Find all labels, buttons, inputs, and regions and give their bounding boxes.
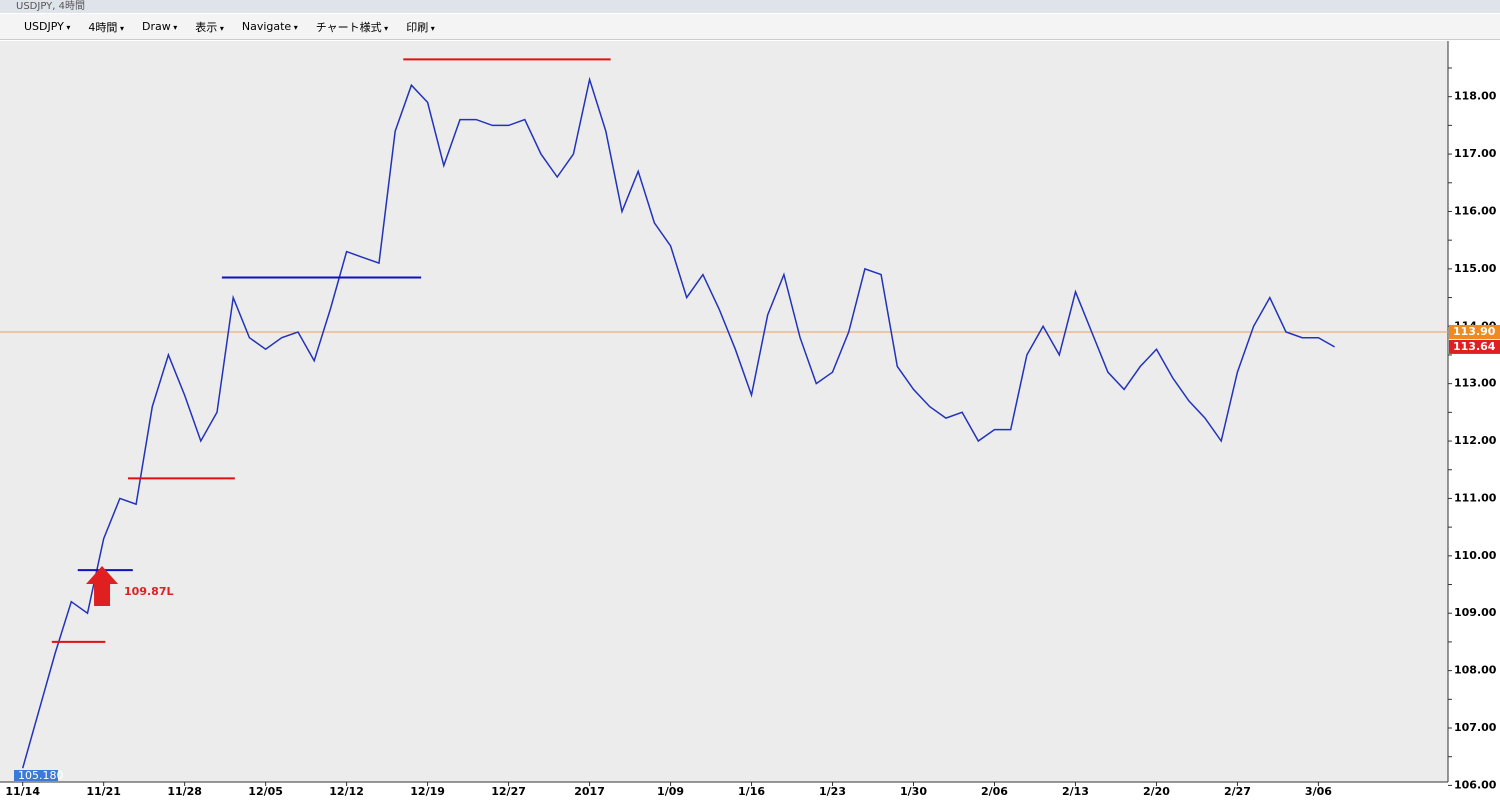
- y-tick-label: 110.00: [1454, 549, 1497, 562]
- timeframe-select[interactable]: 4時間: [88, 19, 124, 35]
- price-tag: [1449, 324, 1500, 339]
- time-axis: [0, 782, 1448, 802]
- price-axis: [1448, 41, 1500, 802]
- price-tag: [1449, 339, 1500, 354]
- navigate-menu[interactable]: Navigate: [242, 20, 298, 33]
- x-tick-label: 11/14: [5, 785, 40, 798]
- y-tick-label: 118.00: [1454, 90, 1497, 103]
- price-tag-label: 113.64: [1453, 340, 1496, 353]
- x-tick-label: 11/28: [167, 785, 202, 798]
- print-menu[interactable]: 印刷: [406, 19, 435, 35]
- x-tick-label: 2/20: [1143, 785, 1170, 798]
- price-line-series: [21, 76, 1335, 769]
- x-tick-label: 12/27: [491, 785, 526, 798]
- x-tick-label: 12/05: [248, 785, 283, 798]
- x-tick-label: 2/13: [1062, 785, 1089, 798]
- x-tick-label: 2017: [574, 785, 605, 798]
- y-tick-label: 116.00: [1454, 204, 1497, 217]
- view-menu[interactable]: 表示: [195, 19, 224, 35]
- title-bar: USDJPY, 4時間: [0, 0, 1500, 13]
- x-tick-label: 1/16: [738, 785, 765, 798]
- x-tick-label: 1/23: [819, 785, 846, 798]
- annotation-label: 109.87L: [124, 585, 173, 598]
- draw-menu[interactable]: Draw: [142, 20, 177, 33]
- symbol-select[interactable]: USDJPY: [24, 20, 70, 33]
- y-tick-label: 107.00: [1454, 721, 1497, 734]
- badge-label: 105.180: [18, 769, 64, 782]
- arrow: [86, 566, 119, 607]
- x-tick-label: 11/21: [86, 785, 121, 798]
- y-tick-label: 112.00: [1454, 434, 1497, 447]
- y-tick-label: 111.00: [1454, 491, 1497, 504]
- y-tick-label: 115.00: [1454, 262, 1497, 275]
- plot-area: [0, 41, 1448, 782]
- x-tick-label: 1/30: [900, 785, 927, 798]
- toolbar: USDJPY 4時間 Draw 表示 Navigate チャート様式 印刷: [0, 14, 1500, 40]
- y-tick-label: 109.00: [1454, 606, 1497, 619]
- x-tick-label: 12/12: [329, 785, 364, 798]
- window-title: USDJPY, 4時間: [16, 1, 85, 12]
- x-tick-label: 2/06: [981, 785, 1008, 798]
- x-tick-label: 2/27: [1224, 785, 1251, 798]
- x-tick-label: 12/19: [410, 785, 445, 798]
- x-tick-label: 1/09: [657, 785, 684, 798]
- x-tick-label: 3/06: [1305, 785, 1332, 798]
- badge: [14, 770, 58, 781]
- price-tag-label: 113.90: [1453, 325, 1496, 338]
- y-tick-label: 113.00: [1454, 377, 1497, 390]
- chart-style-menu[interactable]: チャート様式: [316, 19, 388, 35]
- y-tick-label: 108.00: [1454, 664, 1497, 677]
- y-tick-label: 117.00: [1454, 147, 1497, 160]
- y-tick-label: 106.00: [1454, 778, 1497, 791]
